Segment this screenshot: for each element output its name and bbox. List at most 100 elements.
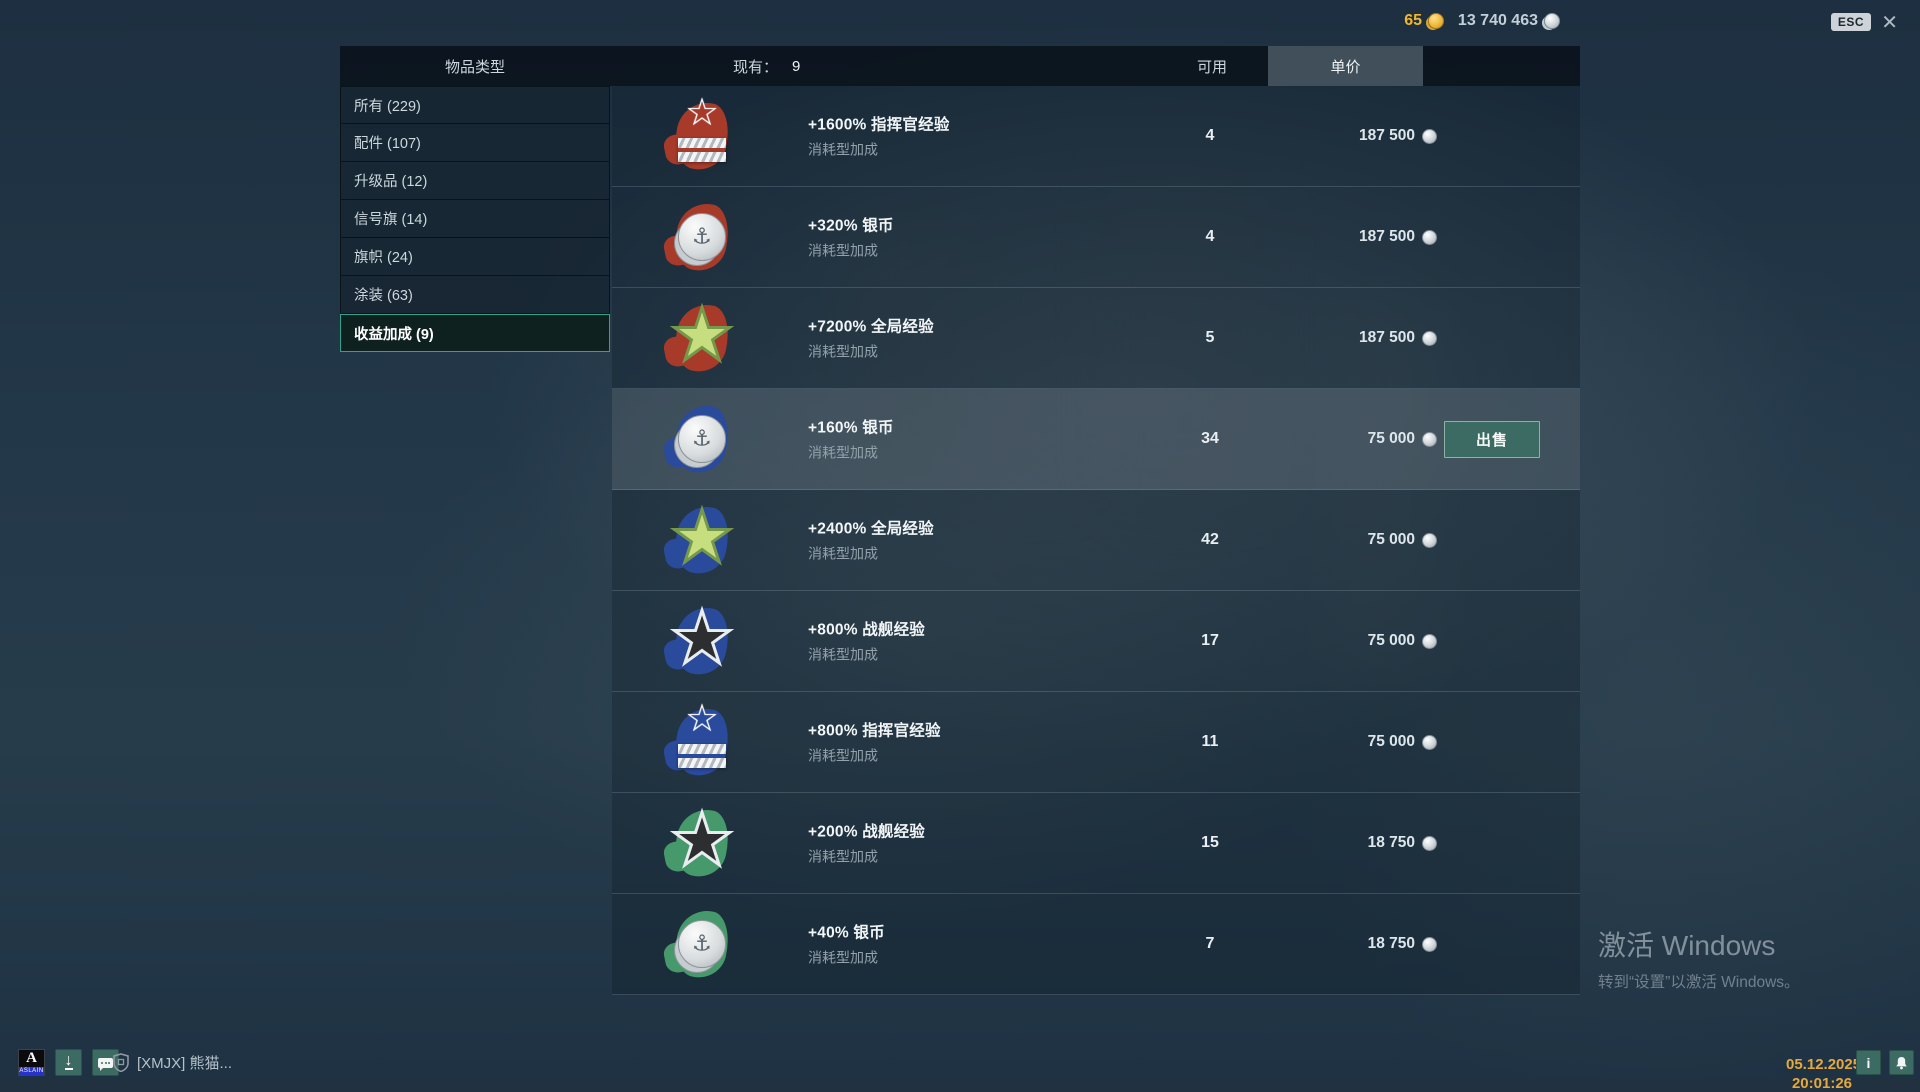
inventory-row[interactable]: +40% 银币 消耗型加成 7 18 750: [612, 894, 1580, 995]
download-icon[interactable]: ↓: [55, 1049, 82, 1076]
item-title: +160% 银币: [808, 419, 894, 437]
item-quantity: 7: [1205, 935, 1215, 952]
item-title: +320% 银币: [808, 217, 894, 235]
sidebar-item-label: 信号旗 (14): [354, 212, 428, 228]
price-value: 187 500: [1358, 329, 1415, 346]
item-price: 75 000: [1272, 591, 1437, 691]
item-title: +200% 战舰经验: [808, 823, 926, 841]
credits-icon: [660, 195, 744, 279]
silver-coin-icon: [1422, 936, 1437, 952]
item-title: +800% 战舰经验: [808, 621, 926, 639]
item-price: 18 750: [1272, 793, 1437, 893]
item-icon: [660, 94, 744, 178]
bell-icon: [1896, 1056, 1907, 1069]
inventory-row[interactable]: +160% 银币 消耗型加成 34 75 000 出售: [612, 389, 1580, 490]
sidebar-item-3[interactable]: 信号旗 (14): [340, 200, 610, 238]
windows-activation-watermark: 激活 Windows 转到“设置”以激活 Windows。: [1598, 924, 1800, 992]
inventory-row[interactable]: +7200% 全局经验 消耗型加成 5 187 500: [612, 288, 1580, 389]
item-quantity: 4: [1205, 228, 1215, 245]
inventory-list: +1600% 指挥官经验 消耗型加成 4 187 500 +320% 银币 消耗…: [612, 86, 1580, 995]
ship-xp-icon: [660, 801, 744, 885]
item-quantity: 15: [1201, 834, 1219, 851]
item-subtitle: 消耗型加成: [808, 646, 878, 663]
price-value: 75 000: [1367, 632, 1415, 649]
commander-xp-icon: [660, 700, 744, 784]
clan-shield-icon: [113, 1053, 129, 1072]
inventory-row[interactable]: +800% 战舰经验 消耗型加成 17 75 000: [612, 591, 1580, 692]
item-title: +1600% 指挥官经验: [808, 116, 950, 134]
sell-button[interactable]: 出售: [1444, 420, 1540, 458]
close-icon[interactable]: ✕: [1881, 12, 1898, 34]
aslain-label: ASLAIN: [19, 1067, 44, 1075]
price-value: 18 750: [1367, 834, 1415, 851]
time-display: 20:01:26: [1791, 1075, 1853, 1092]
silver-coin-icon: [1422, 330, 1437, 346]
item-price: 187 500: [1272, 86, 1437, 186]
item-icon: [660, 902, 744, 986]
item-quantity: 17: [1201, 632, 1219, 649]
notifications-button[interactable]: [1889, 1050, 1914, 1075]
silver-coin-icon: [1422, 532, 1437, 548]
gold-coin-icon: [1428, 13, 1444, 29]
sidebar-item-4[interactable]: 旗帜 (24): [340, 238, 610, 276]
item-price: 75 000: [1272, 490, 1437, 590]
background-blur-shape: [840, 210, 970, 480]
background-blur-shape: [1110, 180, 1260, 500]
item-subtitle: 消耗型加成: [808, 545, 878, 562]
download-arrow: ↓: [64, 1052, 73, 1070]
free-xp-icon: [660, 498, 744, 582]
item-icon: [660, 498, 744, 582]
background-blur-shape: [1000, 260, 1090, 490]
commander-xp-icon: [660, 94, 744, 178]
silver-coin-icon: [1422, 229, 1437, 245]
esc-key-badge[interactable]: ESC: [1830, 13, 1871, 31]
top-bar: 65 13 740 463 ESC ✕: [0, 0, 1920, 44]
credits-icon: [660, 902, 744, 986]
free-xp-icon: [660, 296, 744, 380]
sidebar-item-1[interactable]: 配件 (107): [340, 124, 610, 162]
item-quantity: 4: [1205, 127, 1215, 144]
sidebar-item-6[interactable]: 收益加成 (9): [340, 314, 610, 352]
credits-icon: [660, 397, 744, 481]
inventory-row[interactable]: +200% 战舰经验 消耗型加成 15 18 750: [612, 793, 1580, 894]
inventory-row[interactable]: +1600% 指挥官经验 消耗型加成 4 187 500: [612, 86, 1580, 187]
silver-coin-icon: [1422, 128, 1437, 144]
inventory-row[interactable]: +800% 指挥官经验 消耗型加成 11 75 000: [612, 692, 1580, 793]
background-blur-shape: [1330, 300, 1440, 680]
item-title: +40% 银币: [808, 924, 885, 942]
price-value: 75 000: [1367, 430, 1415, 447]
price-value: 18 750: [1367, 935, 1415, 952]
sidebar-item-5[interactable]: 涂装 (63): [340, 276, 610, 314]
inventory-row[interactable]: +2400% 全局经验 消耗型加成 42 75 000: [612, 490, 1580, 591]
info-button[interactable]: i: [1856, 1050, 1881, 1075]
aslain-mod-icon[interactable]: A ASLAIN: [18, 1049, 45, 1076]
price-value: 187 500: [1358, 127, 1415, 144]
sidebar-item-label: 涂装 (63): [354, 288, 413, 304]
item-subtitle: 消耗型加成: [808, 949, 878, 966]
item-icon: [660, 700, 744, 784]
inventory-row[interactable]: +320% 银币 消耗型加成 4 187 500: [612, 187, 1580, 288]
price-value: 75 000: [1367, 531, 1415, 548]
sidebar-item-label: 收益加成 (9): [354, 326, 434, 343]
item-subtitle: 消耗型加成: [808, 141, 878, 158]
item-subtitle: 消耗型加成: [808, 242, 878, 259]
gold-balance: 65: [1404, 12, 1444, 30]
column-owned: 现有： 9: [733, 46, 800, 86]
item-title: +2400% 全局经验: [808, 520, 934, 538]
category-sidebar: 所有 (229) 配件 (107) 升级品 (12) 信号旗 (14) 旗帜 (…: [340, 86, 610, 352]
price-value: 187 500: [1358, 228, 1415, 245]
item-icon: [660, 801, 744, 885]
item-quantity: 42: [1201, 531, 1219, 548]
date-display: 05.12.2025: [1786, 1056, 1862, 1073]
item-icon: [660, 599, 744, 683]
silver-coin-icon: [1422, 431, 1437, 447]
ship-xp-icon: [660, 599, 744, 683]
item-price: 75 000: [1272, 692, 1437, 792]
sidebar-item-2[interactable]: 升级品 (12): [340, 162, 610, 200]
silver-coin-icon: [1422, 734, 1437, 750]
column-available[interactable]: 可用: [1196, 58, 1227, 76]
sidebar-item-label: 升级品 (12): [354, 174, 428, 190]
column-unit-price-active[interactable]: 单价: [1268, 46, 1423, 86]
sidebar-item-0[interactable]: 所有 (229): [340, 86, 610, 124]
